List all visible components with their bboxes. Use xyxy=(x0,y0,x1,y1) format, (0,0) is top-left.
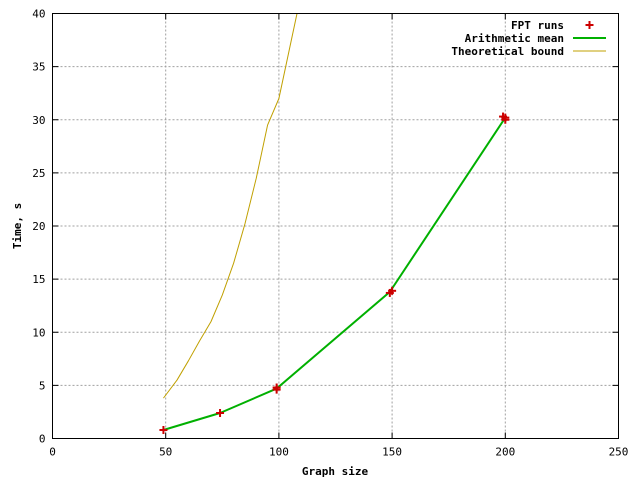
legend-label: Arithmetic mean xyxy=(465,32,564,45)
y-tick-label: 35 xyxy=(32,61,45,74)
x-axis-label: Graph size xyxy=(302,465,369,478)
series-line-arithmetic-mean xyxy=(163,117,507,431)
x-tick-label: 150 xyxy=(382,446,402,459)
legend-label: FPT runs xyxy=(511,19,564,32)
x-tick-label: 0 xyxy=(49,446,56,459)
plot-frame xyxy=(52,13,619,439)
plot-area xyxy=(159,13,510,434)
y-tick-label: 40 xyxy=(32,8,45,21)
data-point xyxy=(159,426,168,434)
grid xyxy=(52,13,619,439)
x-tick-label: 250 xyxy=(609,446,629,459)
data-point xyxy=(272,383,281,392)
x-tick-label: 100 xyxy=(269,446,289,459)
x-tick-label: 50 xyxy=(159,446,172,459)
y-tick-label: 10 xyxy=(32,326,45,339)
data-point xyxy=(501,115,510,124)
y-tick-label: 25 xyxy=(32,167,45,180)
y-tick-label: 30 xyxy=(32,114,45,127)
y-tick-label: 20 xyxy=(32,220,45,233)
legend-marker xyxy=(585,21,594,29)
y-tick-label: 15 xyxy=(32,273,45,286)
series-line-theoretical-bound xyxy=(163,13,298,399)
y-tick-label: 5 xyxy=(39,379,46,392)
legend-label: Theoretical bound xyxy=(451,45,564,58)
data-point xyxy=(216,409,225,417)
y-tick-label: 0 xyxy=(39,433,46,446)
y-axis-label: Time, s xyxy=(11,203,24,249)
x-tick-label: 200 xyxy=(495,446,515,459)
data-point xyxy=(388,286,397,295)
axes: 0 50 100 150 200 250 0 5 10 15 20 25 30 35 40 xyxy=(32,8,628,459)
